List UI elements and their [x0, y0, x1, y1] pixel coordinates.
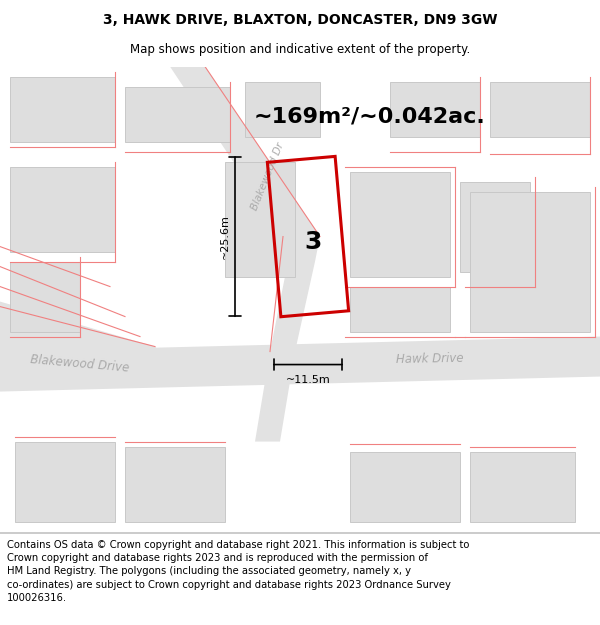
Polygon shape	[350, 451, 460, 521]
Polygon shape	[470, 451, 575, 521]
Polygon shape	[0, 336, 600, 391]
Polygon shape	[460, 181, 530, 271]
Text: ~25.6m: ~25.6m	[220, 214, 230, 259]
Polygon shape	[10, 76, 115, 141]
Polygon shape	[10, 166, 115, 251]
Polygon shape	[125, 86, 230, 141]
Text: Blakewood Dr: Blakewood Dr	[250, 141, 286, 212]
Text: Contains OS data © Crown copyright and database right 2021. This information is : Contains OS data © Crown copyright and d…	[7, 540, 470, 602]
Polygon shape	[15, 441, 115, 521]
Polygon shape	[155, 66, 320, 441]
Polygon shape	[0, 301, 175, 371]
Text: Hawk Drive: Hawk Drive	[396, 351, 464, 366]
Text: Map shows position and indicative extent of the property.: Map shows position and indicative extent…	[130, 42, 470, 56]
Polygon shape	[245, 81, 320, 136]
Polygon shape	[390, 81, 480, 136]
Text: ~169m²/~0.042ac.: ~169m²/~0.042ac.	[254, 106, 486, 126]
Polygon shape	[350, 171, 450, 276]
Text: 3: 3	[304, 229, 322, 254]
Text: ~11.5m: ~11.5m	[286, 374, 331, 384]
Polygon shape	[490, 81, 590, 136]
Polygon shape	[125, 446, 225, 521]
Text: Blakewood Drive: Blakewood Drive	[30, 352, 130, 374]
Polygon shape	[470, 191, 590, 331]
Polygon shape	[225, 161, 295, 276]
Polygon shape	[350, 286, 450, 331]
Polygon shape	[10, 261, 80, 331]
Text: 3, HAWK DRIVE, BLAXTON, DONCASTER, DN9 3GW: 3, HAWK DRIVE, BLAXTON, DONCASTER, DN9 3…	[103, 12, 497, 27]
